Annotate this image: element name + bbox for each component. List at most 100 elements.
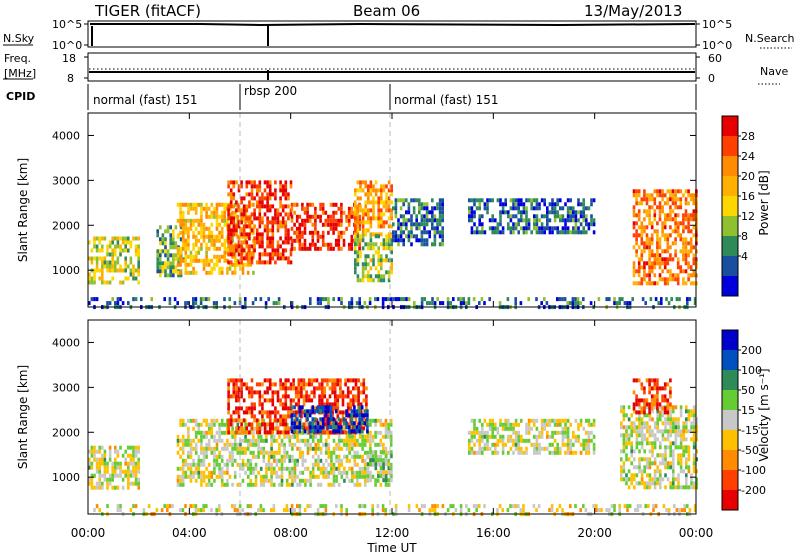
velocity-cell xyxy=(200,474,203,479)
velocity-cell xyxy=(288,454,292,459)
velocity-cell xyxy=(648,417,652,422)
velocity-cell xyxy=(620,465,623,470)
velocity-cell xyxy=(262,438,266,443)
velocity-cell xyxy=(650,386,654,391)
velocity-cell xyxy=(592,450,596,455)
velocity-cell xyxy=(331,386,334,391)
power-cell xyxy=(241,214,245,219)
velocity-cell xyxy=(361,454,364,459)
power-cell xyxy=(277,297,281,302)
power-cell xyxy=(653,229,657,234)
power-cell xyxy=(473,198,476,203)
power-cell xyxy=(650,241,654,246)
velocity-cell xyxy=(218,438,221,443)
velocity-cell xyxy=(499,418,502,423)
velocity-cell xyxy=(293,478,297,483)
power-cell xyxy=(164,273,167,278)
velocity-cell xyxy=(672,485,675,490)
velocity-cell xyxy=(129,445,133,450)
velocity-cell xyxy=(343,426,346,431)
velocity-cell xyxy=(661,394,664,399)
power-cell xyxy=(669,233,672,238)
velocity-cell xyxy=(540,430,544,435)
power-cell xyxy=(546,206,549,211)
velocity-cell xyxy=(147,504,151,509)
power-cell xyxy=(281,204,285,209)
velocity-cell xyxy=(213,462,216,467)
velocity-cell xyxy=(509,446,513,451)
power-cell xyxy=(478,222,481,227)
power-cell xyxy=(314,214,317,219)
velocity-cell xyxy=(231,442,234,447)
velocity-cell xyxy=(116,504,120,509)
velocity-cell xyxy=(262,418,266,423)
power-cell xyxy=(200,230,203,235)
power-cell xyxy=(159,225,162,230)
power-cell xyxy=(258,260,262,265)
velocity-cell xyxy=(311,434,315,439)
velocity-cell xyxy=(692,425,696,430)
power-cell xyxy=(108,280,112,285)
power-cell xyxy=(207,206,211,211)
velocity-cell xyxy=(633,473,636,478)
power-cell xyxy=(298,214,302,219)
power-cell xyxy=(380,224,383,229)
power-cell xyxy=(332,222,335,227)
velocity-cell xyxy=(638,469,641,474)
power-cell xyxy=(364,212,367,217)
power-cell xyxy=(268,208,272,213)
velocity-cell xyxy=(473,426,476,431)
power-cell xyxy=(329,214,333,219)
velocity-cell xyxy=(355,413,359,418)
velocity-cell xyxy=(491,430,494,435)
velocity-cell xyxy=(121,453,125,458)
velocity-cell xyxy=(327,417,330,422)
velocity-cell xyxy=(686,504,689,509)
velocity-cell xyxy=(181,438,185,443)
power-cell xyxy=(372,208,375,213)
power-cell xyxy=(635,233,638,238)
velocity-cell xyxy=(579,508,582,513)
velocity-cell xyxy=(301,470,305,475)
velocity-cell xyxy=(114,485,117,490)
velocity-cell xyxy=(103,465,107,470)
velocity-cell xyxy=(300,390,303,395)
velocity-cell xyxy=(690,437,693,442)
power-cell xyxy=(289,180,293,185)
velocity-cell xyxy=(387,466,391,471)
power-cell xyxy=(220,270,224,275)
power-cell xyxy=(227,228,230,233)
power-cell xyxy=(172,261,175,266)
velocity-cell xyxy=(301,450,305,455)
velocity-cell xyxy=(226,446,229,451)
power-cell xyxy=(355,301,359,306)
velocity-cell xyxy=(205,442,208,447)
power-cell xyxy=(390,216,393,221)
velocity-cell xyxy=(656,429,659,434)
power-cell xyxy=(369,192,373,197)
velocity-cell xyxy=(252,454,255,459)
power-cell xyxy=(233,210,237,215)
velocity-cell xyxy=(137,449,140,454)
power-cell xyxy=(242,248,246,253)
power-cell xyxy=(93,244,96,249)
power-cell xyxy=(692,217,696,222)
power-cell xyxy=(181,230,185,235)
velocity-cell xyxy=(236,450,240,455)
power-cell xyxy=(418,202,421,207)
velocity-cell xyxy=(294,422,298,427)
velocity-cell xyxy=(622,437,626,442)
velocity-cell xyxy=(635,465,639,470)
velocity-cell xyxy=(296,462,299,467)
velocity-cell xyxy=(648,461,652,466)
power-cell xyxy=(618,297,621,302)
velocity-cell xyxy=(307,394,311,399)
velocity-cell xyxy=(119,445,122,450)
velocity-cell xyxy=(336,398,340,403)
velocity-cell xyxy=(340,470,344,475)
power-cell xyxy=(359,196,362,201)
power-cell xyxy=(648,193,651,198)
power-cell xyxy=(648,197,651,202)
velocity-cell xyxy=(324,409,328,414)
velocity-cell xyxy=(291,434,294,439)
